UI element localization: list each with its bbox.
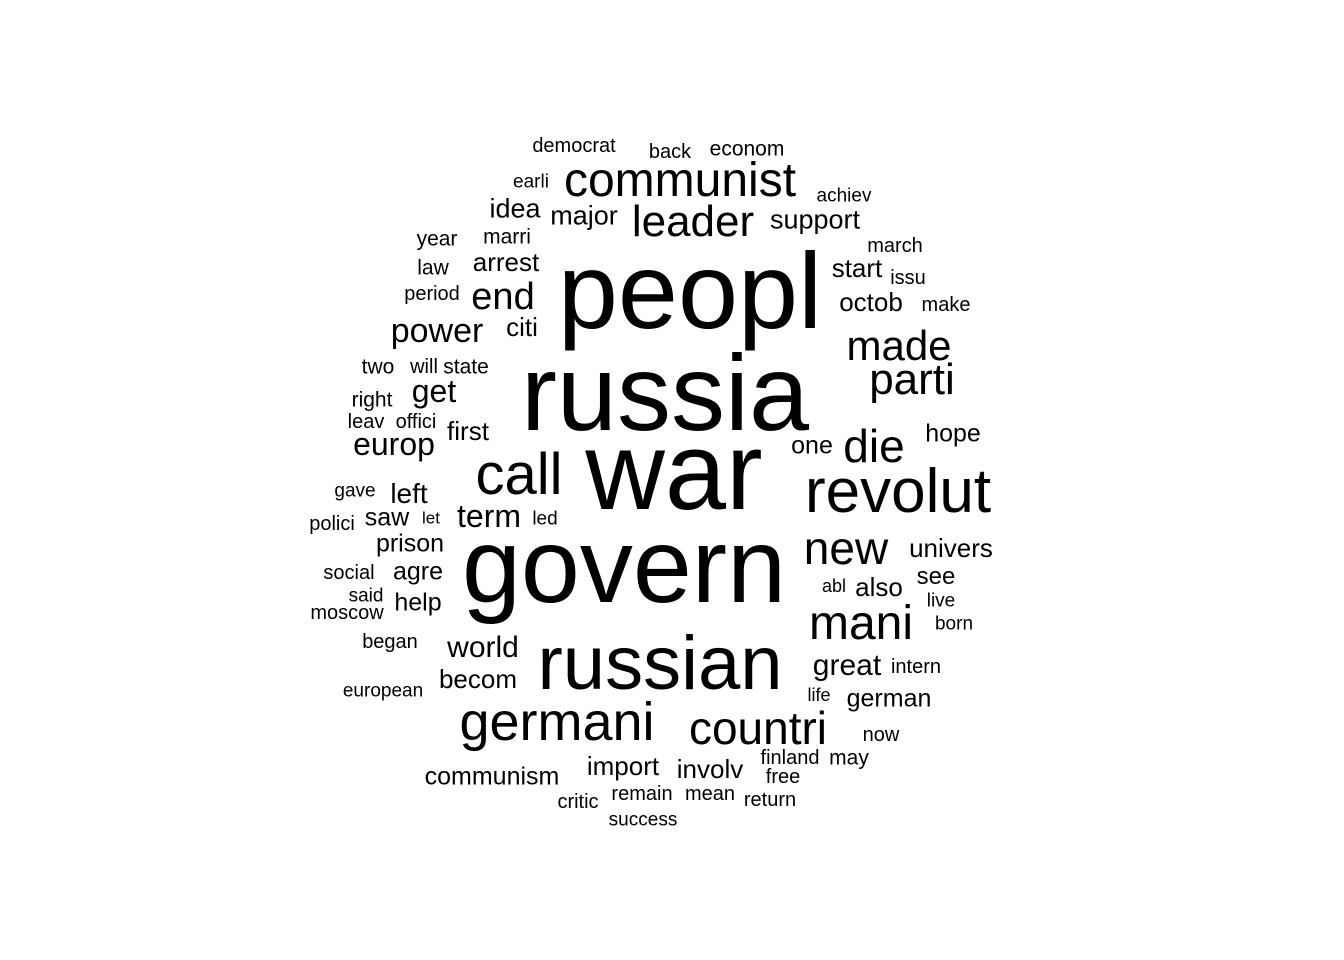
word: peopl — [557, 230, 823, 351]
word: revolut — [804, 457, 992, 526]
word: return — [743, 789, 797, 811]
word: may — [829, 746, 869, 770]
word: make — [921, 294, 971, 316]
word: leader — [631, 197, 755, 246]
word: agre — [392, 557, 444, 586]
word: finland — [760, 747, 820, 769]
word: idea — [489, 193, 541, 224]
word: state — [443, 355, 489, 379]
word: war — [585, 410, 763, 533]
word: russian — [537, 621, 783, 706]
word: support — [769, 204, 861, 235]
word: began — [362, 631, 418, 653]
word: year — [416, 227, 458, 251]
word: law — [417, 256, 449, 280]
word: parti — [869, 355, 955, 404]
word: leav — [347, 411, 385, 433]
word: new — [803, 522, 889, 574]
word: govern — [461, 507, 787, 625]
word: back — [648, 141, 692, 163]
word: die — [843, 420, 905, 472]
word: critic — [557, 791, 599, 813]
word: period — [404, 283, 460, 305]
word: great — [812, 649, 882, 682]
word: start — [831, 253, 883, 283]
word: made — [846, 322, 952, 369]
word: get — [411, 373, 457, 409]
word: european — [342, 680, 424, 702]
word: one — [791, 431, 833, 460]
word: hope — [925, 419, 981, 448]
word: intern — [890, 656, 942, 678]
word: offici — [395, 411, 437, 433]
word: end — [471, 276, 535, 318]
word: involv — [676, 754, 744, 784]
word: marri — [483, 225, 531, 249]
word: right — [351, 388, 393, 412]
word: said — [348, 585, 384, 607]
word: issu — [890, 267, 926, 289]
word: remain — [611, 783, 673, 805]
word: also — [855, 572, 903, 602]
word: world — [447, 631, 519, 664]
word: help — [394, 588, 442, 617]
word: german — [846, 684, 932, 713]
word: prison — [375, 529, 445, 558]
word: born — [934, 613, 974, 635]
word: led — [532, 508, 558, 530]
word: will — [410, 356, 438, 378]
word: univers — [909, 533, 993, 563]
word: communist — [563, 154, 797, 207]
word: term — [457, 498, 521, 534]
word: march — [867, 235, 923, 257]
word: gave — [334, 480, 376, 502]
word: russia — [520, 332, 810, 453]
word: free — [765, 766, 801, 788]
word: social — [323, 562, 375, 584]
word: see — [916, 563, 956, 590]
word: econom — [709, 137, 785, 161]
word: communism — [424, 762, 560, 791]
word: now — [862, 724, 900, 746]
word: success — [608, 809, 678, 831]
word: live — [926, 590, 956, 612]
word: arrest — [472, 247, 540, 277]
word: polici — [309, 513, 355, 535]
word: first — [447, 416, 489, 446]
word: let — [422, 508, 440, 528]
word: import — [586, 751, 660, 781]
word: major — [550, 200, 618, 231]
word: left — [390, 478, 428, 509]
word: achiev — [816, 185, 872, 207]
word: power — [390, 312, 484, 350]
word: call — [475, 442, 563, 507]
word: becom — [438, 664, 518, 694]
word: countri — [688, 702, 828, 754]
word: europ — [353, 426, 435, 462]
word: germani — [459, 692, 655, 752]
word: life — [807, 685, 831, 705]
word: earli — [513, 171, 549, 193]
word: citi — [506, 312, 538, 342]
word: saw — [364, 503, 410, 532]
word: abl — [821, 576, 847, 596]
word: mani — [808, 597, 914, 650]
word: octob — [839, 287, 903, 317]
word: mean — [684, 783, 736, 805]
word: two — [361, 355, 395, 379]
word: moscow — [310, 602, 384, 624]
word: democrat — [532, 135, 616, 157]
